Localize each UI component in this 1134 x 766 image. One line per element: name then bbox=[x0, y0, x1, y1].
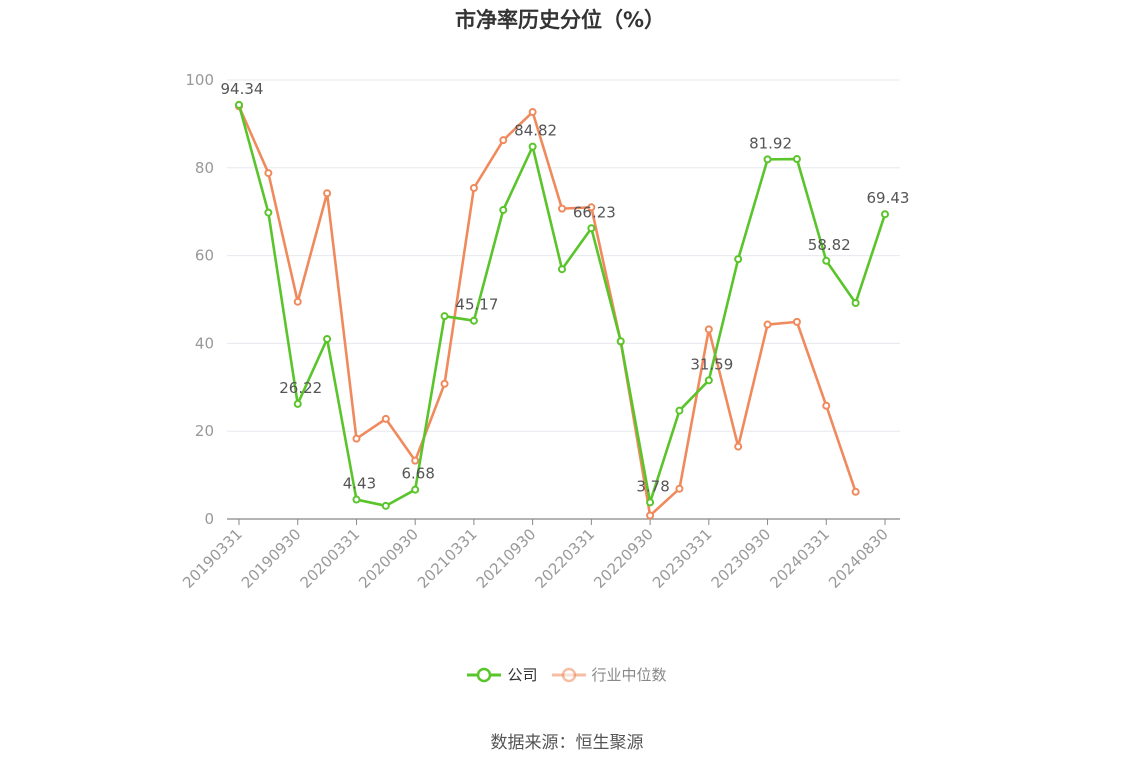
legend-company-marker-icon bbox=[467, 667, 502, 682]
x-tick-label: 20240830 bbox=[825, 525, 892, 592]
data-point-industry bbox=[734, 442, 743, 451]
data-label-company: 31.59 bbox=[690, 355, 733, 373]
y-tick-label: 100 bbox=[185, 71, 214, 89]
data-point-company bbox=[646, 498, 655, 507]
data-point-company bbox=[616, 337, 625, 346]
data-point-industry bbox=[352, 434, 361, 443]
data-point-company bbox=[587, 224, 596, 233]
data-point-industry bbox=[675, 484, 684, 493]
legend-item-company[interactable]: 公司 bbox=[467, 664, 538, 685]
data-point-company bbox=[851, 299, 860, 308]
data-point-industry bbox=[558, 204, 566, 213]
grid-lines bbox=[227, 79, 900, 432]
source-note: 数据来源：恒生聚源 bbox=[490, 733, 644, 753]
x-tick-label: 20220331 bbox=[531, 525, 598, 592]
data-point-company bbox=[792, 155, 801, 164]
legend-label-industry: 行业中位数 bbox=[591, 666, 667, 684]
x-tick-label: 20200331 bbox=[297, 525, 364, 592]
data-point-company bbox=[411, 485, 420, 494]
data-point-industry bbox=[264, 169, 273, 178]
data-point-company bbox=[881, 210, 889, 219]
x-tick-label: 20240331 bbox=[766, 525, 833, 592]
series-line-company bbox=[237, 104, 887, 508]
series-line-industry bbox=[237, 105, 857, 517]
data-point-industry bbox=[381, 414, 390, 423]
data-point-industry bbox=[528, 108, 537, 117]
data-point-company bbox=[528, 142, 537, 151]
x-tick-label: 20200930 bbox=[355, 525, 422, 592]
data-point-industry bbox=[293, 297, 302, 306]
data-point-industry bbox=[763, 320, 772, 329]
data-labels: 94.34 26.22 4.43 6.68 45.17 84.82 66.23 3.78 31.… bbox=[221, 80, 910, 496]
data-label-company: 4.43 bbox=[343, 475, 376, 493]
data-label-company: 94.34 bbox=[221, 80, 264, 98]
data-point-company bbox=[558, 265, 566, 274]
data-point-industry bbox=[469, 183, 478, 192]
x-tick-label: 20210930 bbox=[473, 525, 540, 592]
x-tick-label: 20190930 bbox=[238, 525, 305, 592]
y-tick-label: 0 bbox=[204, 510, 214, 528]
x-tick-label: 20190331 bbox=[179, 525, 246, 592]
chart-title: 市净率历史分位（%） bbox=[454, 8, 666, 32]
x-tick-label: 20230331 bbox=[649, 525, 716, 592]
data-label-company: 84.82 bbox=[514, 122, 557, 140]
data-point-company bbox=[381, 501, 390, 510]
y-tick-label: 60 bbox=[195, 247, 214, 265]
data-label-company: 6.68 bbox=[401, 465, 434, 483]
data-point-company bbox=[323, 335, 332, 344]
data-point-company bbox=[675, 406, 684, 415]
data-point-industry bbox=[323, 189, 332, 198]
y-tick-label: 40 bbox=[195, 334, 214, 352]
data-point-industry bbox=[411, 456, 420, 465]
data-label-company: 58.82 bbox=[808, 236, 851, 254]
data-point-company bbox=[499, 205, 508, 214]
data-point-industry bbox=[440, 379, 449, 388]
data-point-company bbox=[235, 100, 243, 109]
data-point-company bbox=[763, 155, 772, 164]
data-point-company bbox=[264, 208, 273, 217]
legend: 公司 行业中位数 bbox=[0, 664, 1134, 685]
legend-industry-marker-icon bbox=[551, 667, 586, 682]
data-label-company: 3.78 bbox=[636, 477, 669, 495]
x-tick-label: 20230930 bbox=[708, 525, 775, 592]
data-point-company bbox=[293, 399, 302, 408]
data-label-company: 81.92 bbox=[749, 134, 792, 152]
legend-item-industry[interactable]: 行业中位数 bbox=[551, 664, 667, 685]
x-tick-label: 20210331 bbox=[414, 525, 481, 592]
data-point-industry bbox=[646, 511, 655, 520]
data-point-company bbox=[734, 255, 743, 264]
data-point-industry bbox=[587, 203, 596, 212]
data-label-company: 69.43 bbox=[867, 189, 910, 207]
data-point-industry bbox=[851, 487, 860, 496]
data-point-company bbox=[352, 495, 361, 504]
data-point-company bbox=[822, 256, 831, 265]
data-label-company: 26.22 bbox=[279, 379, 322, 397]
data-label-company: 66.23 bbox=[573, 203, 616, 221]
data-point-industry bbox=[792, 317, 801, 326]
data-point-company bbox=[469, 316, 478, 325]
x-tick-label: 20220930 bbox=[590, 525, 657, 592]
y-tick-label: 80 bbox=[195, 159, 214, 177]
legend-label-company: 公司 bbox=[507, 666, 538, 684]
data-point-company bbox=[704, 376, 713, 385]
series-lines bbox=[235, 100, 889, 520]
data-point-company bbox=[440, 312, 449, 321]
data-point-industry bbox=[704, 325, 713, 334]
data-label-company: 45.17 bbox=[455, 296, 498, 314]
y-tick-label: 20 bbox=[195, 422, 214, 440]
data-point-industry bbox=[499, 136, 508, 145]
data-point-industry bbox=[822, 401, 831, 410]
